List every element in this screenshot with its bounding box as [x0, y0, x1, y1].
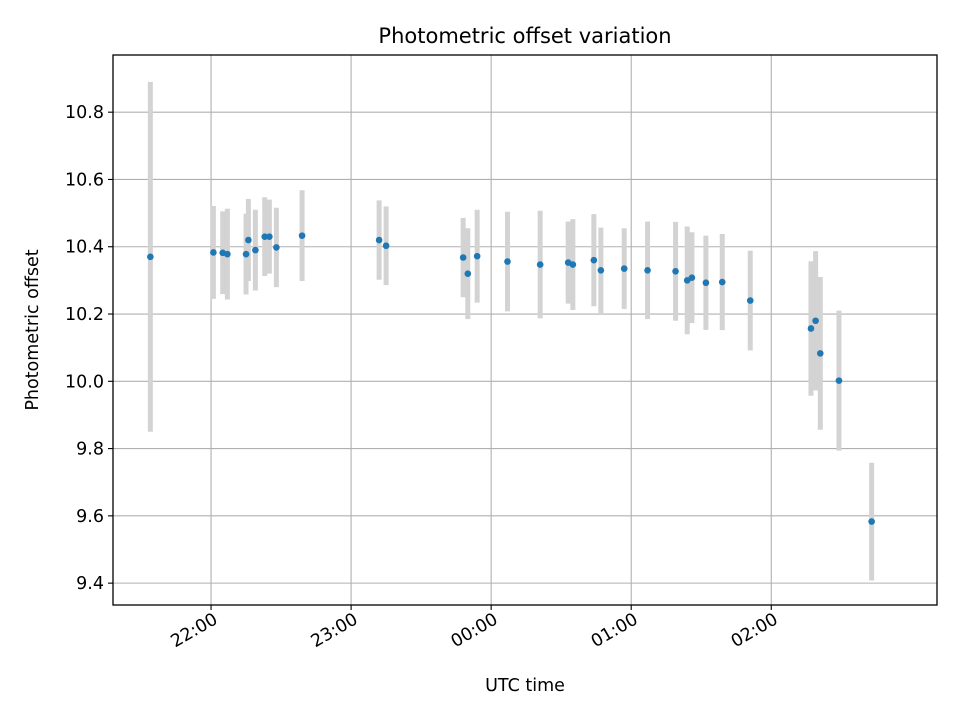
x-tick-label: 00:00	[448, 610, 502, 653]
y-tick-label: 9.4	[76, 574, 104, 594]
data-point	[375, 236, 383, 244]
data-point	[536, 261, 544, 268]
y-tick-label: 10.0	[65, 372, 104, 392]
data-point	[382, 242, 390, 250]
data-point	[620, 265, 628, 272]
data-point	[807, 325, 815, 332]
data-point	[210, 249, 217, 256]
chart-title: Photometric offset variation	[378, 24, 671, 48]
data-point	[245, 236, 252, 244]
data-point	[224, 250, 231, 258]
data-point	[273, 244, 280, 251]
y-tick-label: 9.8	[76, 440, 104, 460]
data-point	[266, 233, 273, 240]
x-tick-label: 23:00	[308, 610, 362, 653]
data-point	[868, 518, 875, 525]
data-point	[147, 253, 154, 261]
y-axis-label: Photometric offset	[23, 249, 43, 410]
y-tick-label: 10.6	[65, 170, 104, 190]
x-tick-label: 02:00	[728, 610, 782, 653]
data-point	[672, 267, 679, 275]
data-point	[644, 266, 651, 274]
data-point	[816, 350, 824, 357]
x-tick-label: 01:00	[588, 610, 642, 653]
plot-area-frame	[112, 54, 938, 606]
data-point	[812, 317, 819, 325]
data-point	[702, 279, 710, 287]
data-point	[473, 252, 481, 260]
y-tick-label: 10.8	[65, 103, 104, 123]
x-tick-label: 22:00	[168, 610, 222, 653]
data-point	[252, 246, 259, 254]
y-tick-label: 9.6	[76, 507, 104, 527]
data-point	[597, 266, 605, 274]
data-point	[242, 250, 250, 258]
data-point	[504, 258, 511, 265]
y-tick-label: 10.2	[65, 305, 104, 325]
data-point	[835, 377, 843, 384]
x-axis-label: UTC time	[485, 676, 565, 696]
data-point	[459, 254, 467, 261]
data-point	[569, 261, 577, 268]
data-point	[718, 278, 726, 286]
error-bars	[147, 81, 875, 581]
data-point	[464, 270, 472, 277]
data-points	[147, 232, 875, 525]
data-point	[590, 256, 598, 264]
data-point	[261, 233, 269, 240]
y-axis-ticks: 9.4 9.6 9.8 10.0 10.2 10.4 10.6 10.8	[65, 103, 113, 594]
data-point	[688, 274, 696, 281]
data-point	[746, 297, 754, 304]
y-tick-label: 10.4	[65, 238, 104, 258]
x-axis-ticks: 22:00 23:00 00:00 01:00 02:00	[168, 605, 782, 652]
data-point	[298, 232, 306, 239]
